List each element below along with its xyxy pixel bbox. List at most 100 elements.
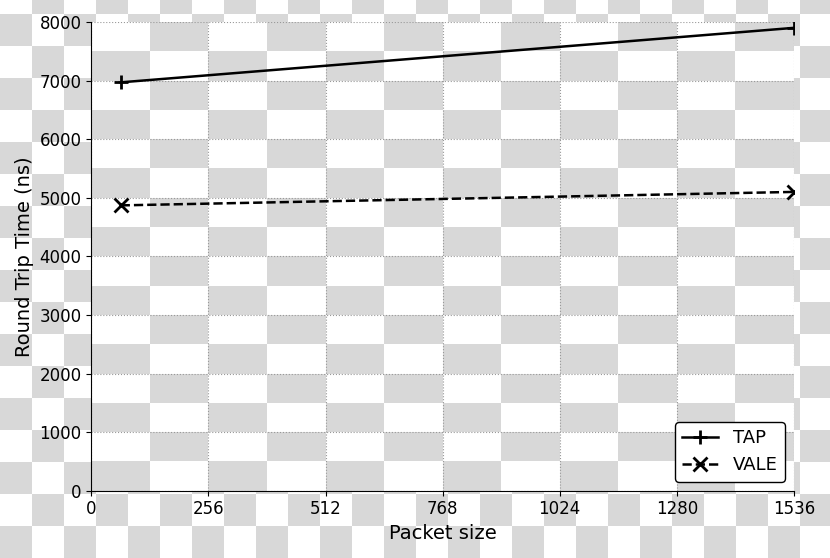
Bar bbox=[501, 432, 559, 461]
Legend: TAP, VALE: TAP, VALE bbox=[675, 422, 785, 482]
Bar bbox=[267, 432, 325, 461]
Bar bbox=[267, 373, 325, 403]
Bar bbox=[208, 373, 267, 403]
Bar bbox=[442, 344, 501, 373]
Bar bbox=[208, 403, 267, 432]
Bar bbox=[384, 315, 442, 344]
Bar bbox=[793, 373, 830, 403]
Bar bbox=[442, 139, 501, 169]
Bar bbox=[735, 198, 793, 227]
Bar bbox=[91, 315, 150, 344]
Bar bbox=[150, 51, 208, 80]
Bar bbox=[384, 22, 442, 51]
Bar bbox=[267, 0, 325, 22]
Bar bbox=[559, 286, 618, 315]
Bar bbox=[501, 0, 559, 22]
Bar bbox=[793, 169, 830, 198]
Bar bbox=[150, 80, 208, 110]
Bar bbox=[559, 461, 618, 490]
Bar bbox=[442, 403, 501, 432]
Bar bbox=[91, 227, 150, 256]
Bar bbox=[618, 80, 676, 110]
Bar bbox=[150, 227, 208, 256]
Bar bbox=[208, 80, 267, 110]
Bar bbox=[384, 0, 442, 22]
Bar bbox=[501, 373, 559, 403]
Bar bbox=[384, 227, 442, 256]
Bar bbox=[618, 344, 676, 373]
Bar bbox=[208, 461, 267, 490]
Bar bbox=[442, 461, 501, 490]
Bar bbox=[735, 461, 793, 490]
Bar bbox=[442, 256, 501, 286]
Bar bbox=[150, 432, 208, 461]
Bar bbox=[618, 110, 676, 139]
Bar bbox=[325, 51, 384, 80]
Bar bbox=[676, 22, 735, 51]
Bar bbox=[325, 198, 384, 227]
Bar bbox=[384, 373, 442, 403]
Bar bbox=[208, 22, 267, 51]
Bar bbox=[735, 22, 793, 51]
Bar bbox=[91, 461, 150, 490]
Bar bbox=[325, 110, 384, 139]
Bar bbox=[676, 169, 735, 198]
Bar bbox=[676, 51, 735, 80]
Bar bbox=[735, 373, 793, 403]
Y-axis label: Round Trip Time (ns): Round Trip Time (ns) bbox=[15, 156, 34, 357]
Bar bbox=[91, 432, 150, 461]
Bar bbox=[325, 139, 384, 169]
Bar bbox=[150, 286, 208, 315]
Bar bbox=[91, 139, 150, 169]
Bar bbox=[150, 315, 208, 344]
Bar bbox=[267, 169, 325, 198]
Bar bbox=[793, 80, 830, 110]
Bar bbox=[793, 198, 830, 227]
Bar bbox=[91, 256, 150, 286]
Bar bbox=[91, 22, 150, 51]
Bar bbox=[618, 286, 676, 315]
Bar bbox=[618, 0, 676, 22]
Bar bbox=[676, 286, 735, 315]
Bar bbox=[501, 403, 559, 432]
Bar bbox=[618, 403, 676, 432]
Bar bbox=[384, 169, 442, 198]
Bar bbox=[793, 403, 830, 432]
Bar bbox=[793, 0, 830, 22]
Bar bbox=[325, 315, 384, 344]
Bar bbox=[325, 256, 384, 286]
Bar bbox=[91, 80, 150, 110]
Bar bbox=[91, 344, 150, 373]
Bar bbox=[91, 110, 150, 139]
Bar bbox=[618, 227, 676, 256]
Bar bbox=[325, 169, 384, 198]
Bar bbox=[618, 315, 676, 344]
Bar bbox=[676, 256, 735, 286]
Bar bbox=[501, 256, 559, 286]
Bar bbox=[676, 373, 735, 403]
Bar bbox=[267, 110, 325, 139]
Bar bbox=[325, 22, 384, 51]
Bar bbox=[735, 403, 793, 432]
Bar bbox=[676, 0, 735, 22]
Bar bbox=[793, 51, 830, 80]
Bar bbox=[501, 198, 559, 227]
Bar bbox=[793, 432, 830, 461]
Bar bbox=[442, 110, 501, 139]
Bar bbox=[618, 198, 676, 227]
Bar bbox=[267, 256, 325, 286]
Bar bbox=[325, 461, 384, 490]
Bar bbox=[559, 373, 618, 403]
Bar bbox=[91, 198, 150, 227]
Bar bbox=[91, 286, 150, 315]
Bar bbox=[442, 315, 501, 344]
Bar bbox=[676, 344, 735, 373]
X-axis label: Packet size: Packet size bbox=[388, 524, 496, 543]
Bar bbox=[559, 169, 618, 198]
Bar bbox=[384, 286, 442, 315]
Bar bbox=[501, 51, 559, 80]
Bar bbox=[208, 315, 267, 344]
Bar bbox=[618, 432, 676, 461]
Bar bbox=[676, 461, 735, 490]
Bar bbox=[150, 22, 208, 51]
